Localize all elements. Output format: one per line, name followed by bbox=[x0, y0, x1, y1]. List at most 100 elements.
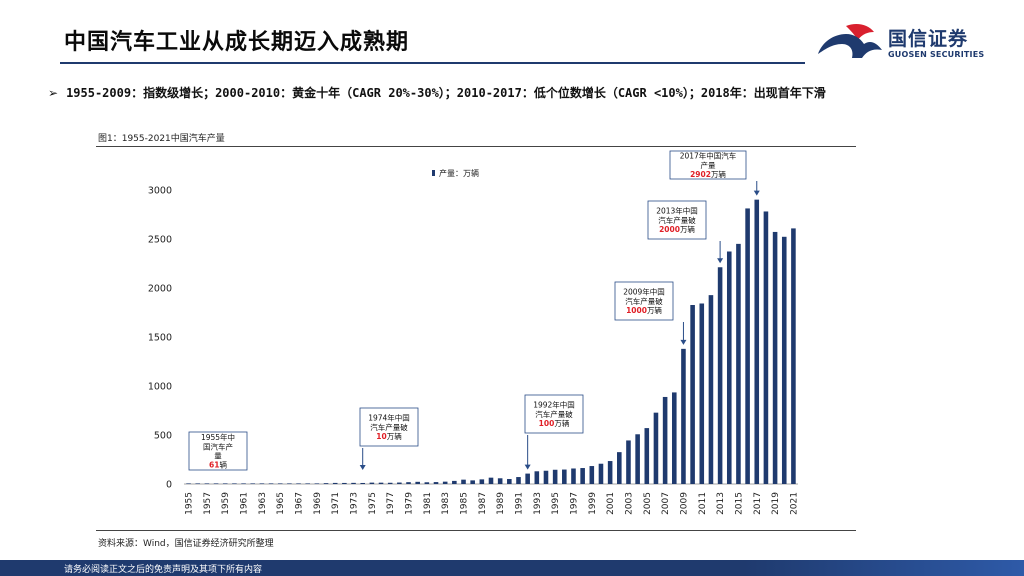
annotation-value-2017: 2902万辆 bbox=[690, 169, 726, 179]
logo-blue-shape-icon bbox=[818, 34, 882, 58]
bar-1983 bbox=[442, 481, 448, 484]
bar-2019 bbox=[772, 231, 778, 484]
bar-1957 bbox=[204, 483, 210, 484]
annotation-box-1992 bbox=[524, 394, 584, 434]
legend-label: 产量：万辆 bbox=[439, 168, 479, 178]
bar-1990 bbox=[507, 479, 512, 484]
y-tick-label: 1000 bbox=[148, 382, 172, 393]
annotation-highlight-1974: 10 bbox=[376, 432, 386, 441]
source-note: 资料来源：Wind，国信证券经济研究所整理 bbox=[98, 539, 274, 549]
bar-2008 bbox=[671, 392, 677, 484]
bar-2007 bbox=[662, 396, 668, 484]
annotation-highlight-1955: 61 bbox=[209, 461, 219, 470]
x-tick-label: 2011 bbox=[698, 492, 708, 515]
logo-english-name: GUOSEN SECURITIES bbox=[888, 50, 985, 59]
annotation-highlight-2013: 2000 bbox=[659, 225, 680, 234]
bar-1981 bbox=[424, 482, 430, 484]
x-tick-label: 1957 bbox=[203, 492, 213, 515]
annotation-arrowhead-1992 bbox=[524, 464, 531, 470]
figure-label: 图1：1955-2021中国汽车产量 bbox=[98, 134, 225, 144]
annotation-box-1955 bbox=[188, 431, 248, 471]
annotation-text-1974: 汽车产量破 bbox=[370, 422, 408, 432]
figure-top-rule bbox=[96, 146, 856, 147]
guosen-logo-icon bbox=[818, 24, 882, 58]
annotation-suffix-2013: 万辆 bbox=[680, 224, 695, 234]
bar-1960 bbox=[232, 483, 237, 484]
x-tick-label: 1977 bbox=[386, 492, 396, 515]
annotation-box-2013 bbox=[647, 200, 707, 240]
x-tick-label: 1991 bbox=[514, 492, 524, 515]
annotation-text-1955: 国汽车产 bbox=[203, 441, 233, 451]
annotation-arrowhead-2017 bbox=[753, 190, 760, 196]
x-tick-label: 1961 bbox=[240, 492, 250, 515]
bar-1988 bbox=[488, 477, 494, 484]
x-tick-label: 2003 bbox=[624, 492, 634, 515]
bar-1972 bbox=[342, 482, 347, 484]
bar-2003 bbox=[626, 440, 631, 484]
x-tick-label: 1997 bbox=[569, 492, 579, 515]
bar-2021 bbox=[791, 228, 796, 484]
x-tick-label: 1987 bbox=[478, 492, 488, 515]
bar-2013 bbox=[717, 267, 723, 484]
annotation-value-1992: 100万辆 bbox=[539, 418, 570, 428]
bar-1995 bbox=[552, 469, 558, 484]
annotation-suffix-2009: 万辆 bbox=[647, 305, 662, 315]
x-tick-label: 2021 bbox=[789, 492, 799, 515]
bar-2014 bbox=[726, 251, 732, 484]
legend-swatch bbox=[432, 170, 435, 176]
x-tick-label: 2005 bbox=[643, 492, 653, 515]
footer-bar: 请务必阅读正文之后的免责声明及其项下所有内容 bbox=[0, 560, 1024, 576]
bar-1962 bbox=[250, 483, 256, 484]
bar-1973 bbox=[351, 482, 356, 484]
bar-2001 bbox=[607, 461, 613, 484]
bar-1991 bbox=[516, 477, 521, 484]
x-tick-label: 2015 bbox=[734, 492, 744, 515]
summary-text: 1955-2009：指数级增长；2000-2010：黄金十年（CAGR 20%-… bbox=[66, 86, 826, 100]
bar-1969 bbox=[314, 483, 320, 484]
bar-2005 bbox=[644, 428, 650, 484]
bar-1967 bbox=[296, 483, 301, 484]
annotation-text-2009: 2009年中国 bbox=[623, 287, 665, 297]
x-tick-label: 2017 bbox=[753, 492, 763, 515]
annotation-text-1955: 1955年中 bbox=[201, 432, 235, 442]
annotation-text-2013: 2013年中国 bbox=[656, 206, 698, 216]
bar-1975 bbox=[369, 482, 375, 484]
annotation-box-2009 bbox=[614, 281, 674, 321]
annotation-box-1974 bbox=[359, 407, 419, 447]
bar-1979 bbox=[406, 482, 411, 484]
bullet-arrow-icon: ➢ bbox=[48, 86, 59, 100]
bar-1965 bbox=[277, 483, 283, 484]
bar-1966 bbox=[287, 483, 292, 484]
bar-1999 bbox=[589, 466, 595, 484]
bar-1987 bbox=[479, 479, 485, 484]
bar-1977 bbox=[387, 482, 393, 484]
bar-2006 bbox=[653, 412, 659, 484]
bar-1964 bbox=[268, 483, 274, 484]
bar-1959 bbox=[222, 483, 228, 484]
bar-1993 bbox=[534, 471, 540, 484]
x-tick-label: 1999 bbox=[588, 492, 598, 515]
bar-1955 bbox=[186, 483, 191, 484]
x-tick-label: 1975 bbox=[368, 492, 378, 515]
annotation-suffix-1992: 万辆 bbox=[554, 418, 569, 428]
bar-1971 bbox=[332, 482, 338, 484]
x-tick-label: 2019 bbox=[771, 492, 781, 515]
bar-1974 bbox=[360, 482, 365, 484]
annotation-text-1974: 1974年中国 bbox=[368, 413, 410, 423]
x-tick-label: 1993 bbox=[533, 492, 543, 515]
y-tick-label: 1500 bbox=[148, 333, 172, 344]
bar-2018 bbox=[763, 211, 769, 484]
bar-2015 bbox=[736, 243, 741, 484]
annotation-highlight-2017: 2902 bbox=[690, 170, 711, 179]
bar-2011 bbox=[699, 303, 705, 484]
annotation-suffix-2017: 万辆 bbox=[711, 169, 726, 179]
footer-disclaimer: 请务必阅读正文之后的免责声明及其项下所有内容 bbox=[64, 565, 263, 575]
annotation-highlight-1992: 100 bbox=[539, 419, 555, 428]
bar-1963 bbox=[259, 483, 265, 484]
bar-1994 bbox=[543, 470, 549, 484]
bar-1992 bbox=[525, 473, 530, 484]
annotation-text-1955: 量 bbox=[214, 452, 222, 461]
x-tick-label: 1955 bbox=[185, 492, 195, 515]
bar-1956 bbox=[195, 483, 201, 484]
annotation-arrowhead-2009 bbox=[680, 339, 687, 345]
